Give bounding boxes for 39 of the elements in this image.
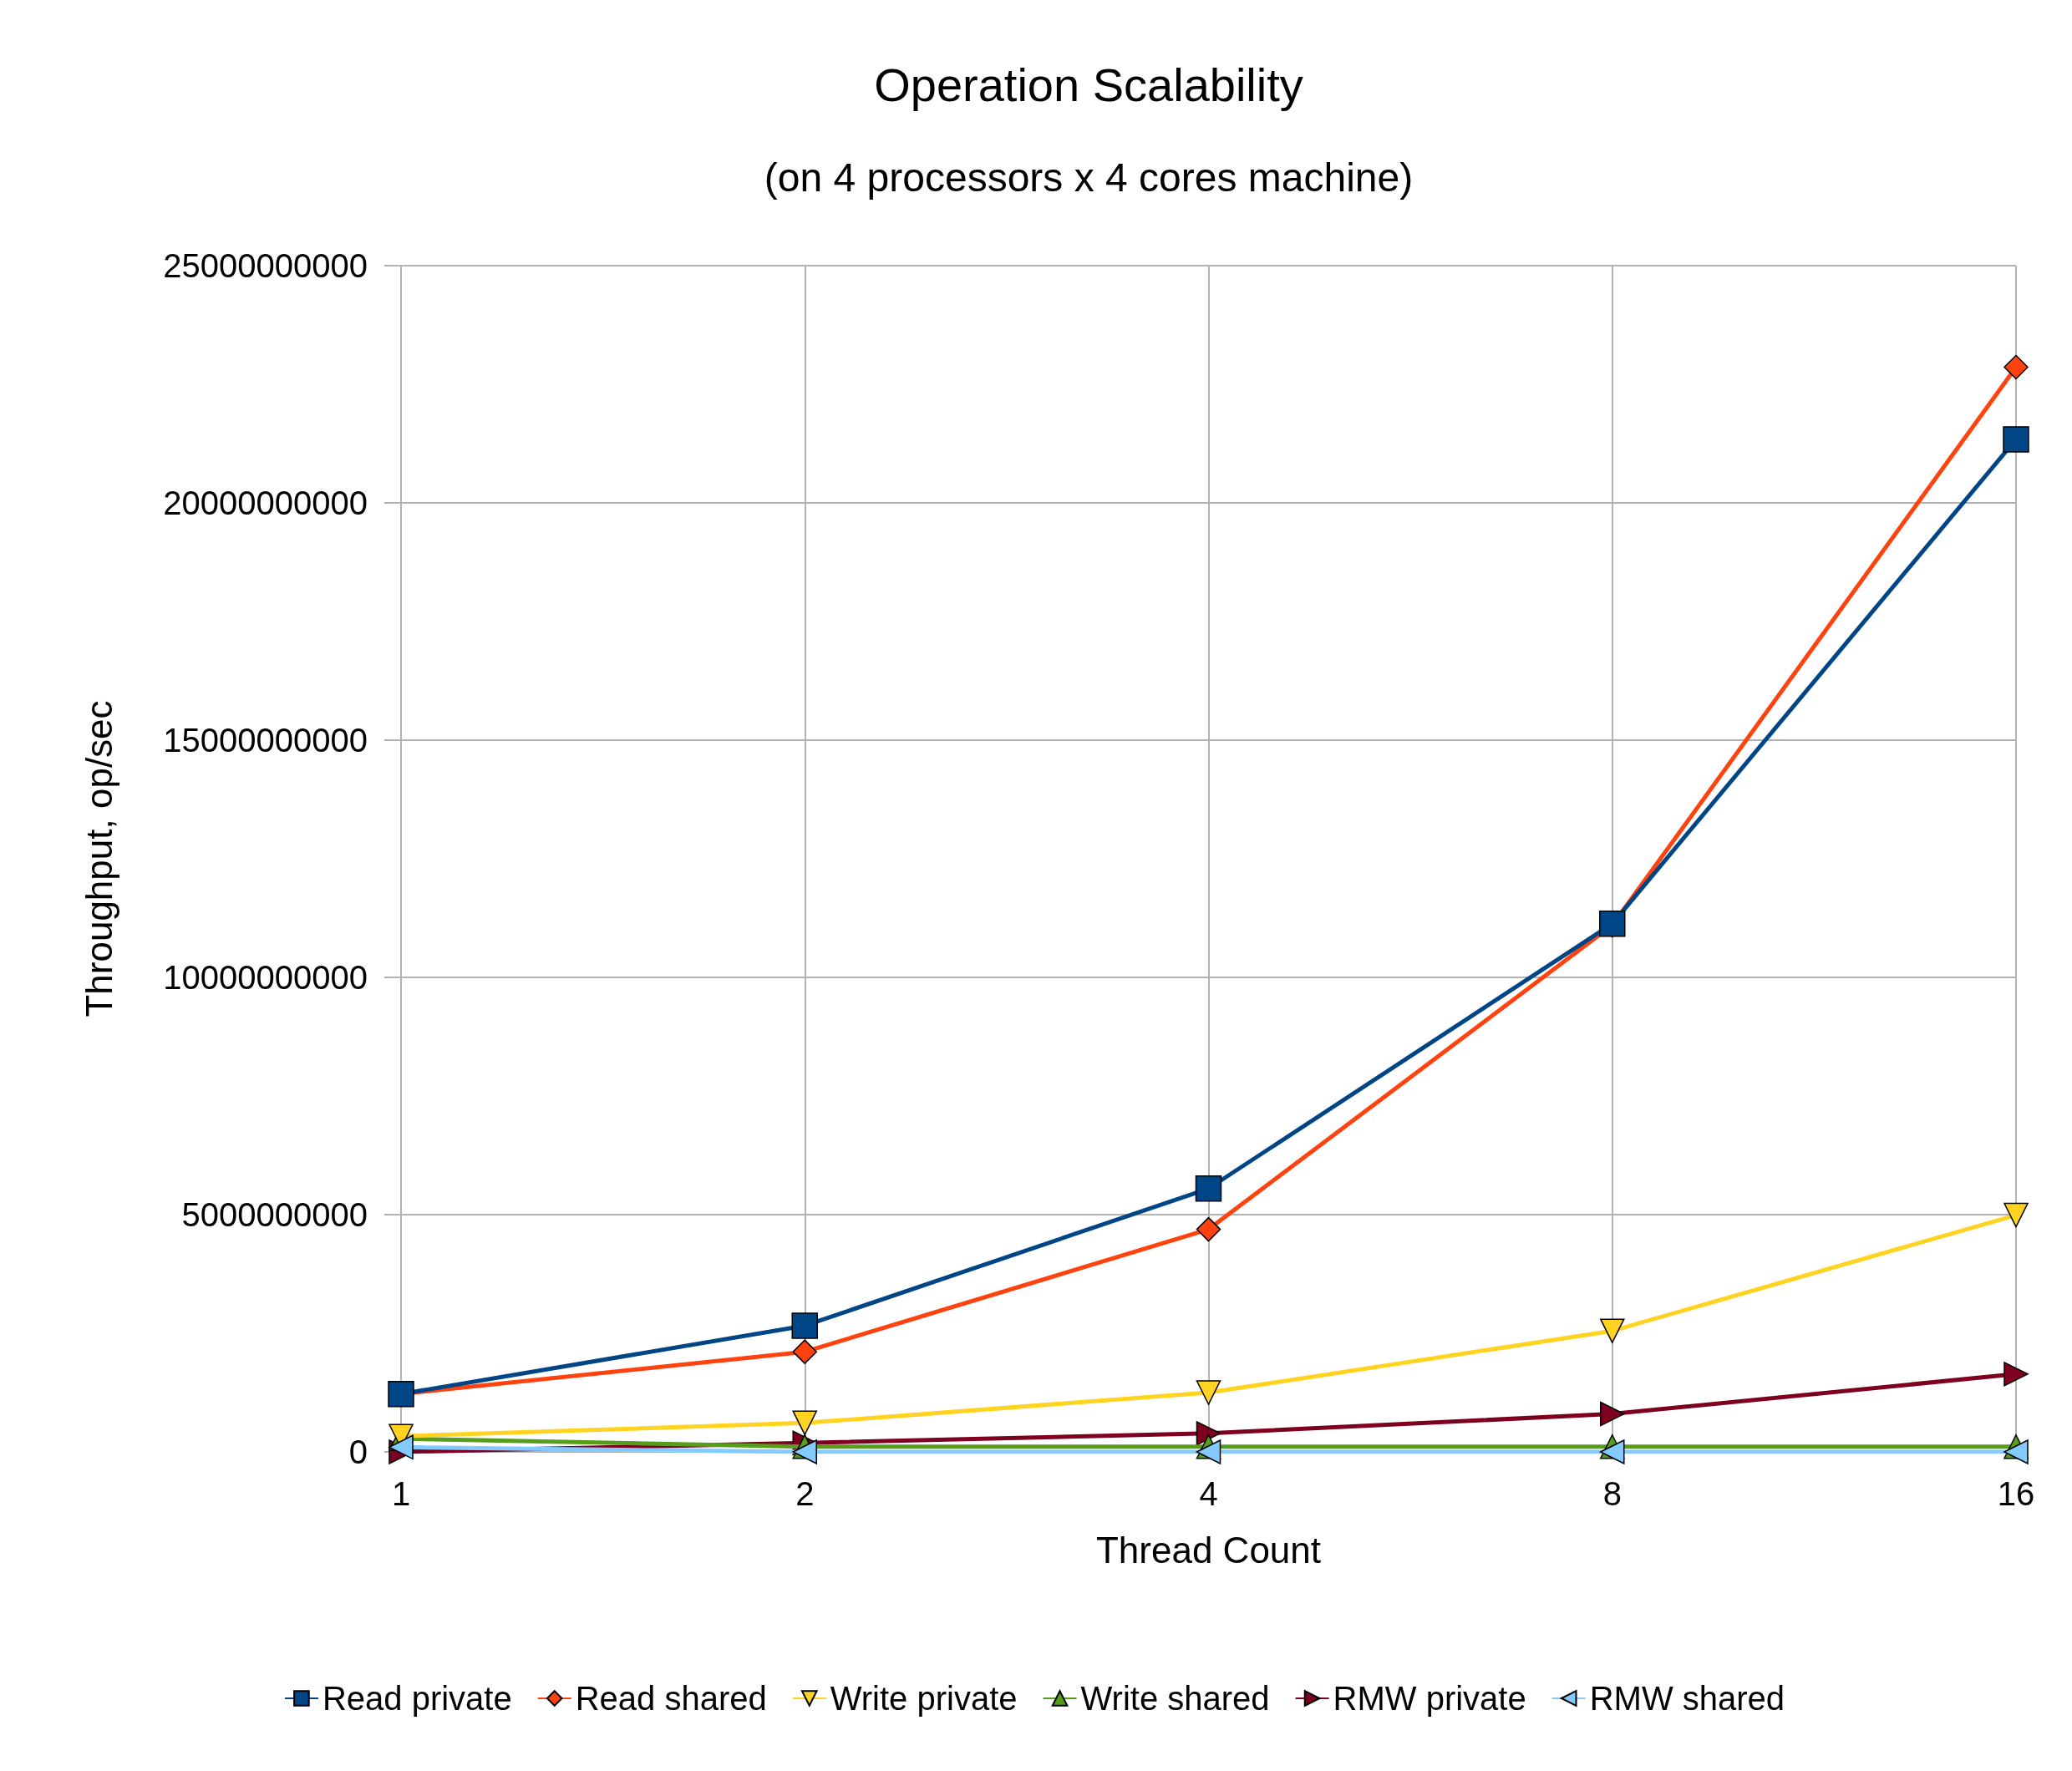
y-tick-label: 20000000000 <box>163 485 368 521</box>
legend-label: RMW private <box>1333 1680 1526 1717</box>
x-tick-label: 4 <box>1199 1475 1218 1512</box>
point <box>1195 1175 1222 1202</box>
legend-label: Read private <box>322 1680 512 1717</box>
point <box>388 1434 414 1460</box>
x-tick-label: 2 <box>795 1475 815 1512</box>
legend-label: Read shared <box>575 1680 767 1717</box>
y-tick-label: 25000000000 <box>163 247 368 284</box>
y-tick-label: 0 <box>348 1434 368 1470</box>
x-tick-label: 8 <box>1602 1475 1622 1512</box>
point <box>1600 1401 1625 1427</box>
point <box>792 1339 817 1364</box>
point <box>1196 1216 1221 1242</box>
point <box>792 1410 817 1436</box>
legend-label: Write shared <box>1080 1680 1270 1717</box>
y-tick-label: 15000000000 <box>163 722 368 759</box>
point <box>1600 1318 1625 1343</box>
point <box>792 1439 817 1464</box>
point <box>2003 1362 2029 1387</box>
y-tick-label: 5000000000 <box>181 1196 368 1233</box>
point <box>1196 1380 1221 1405</box>
point <box>2003 426 2029 453</box>
chart-title: Operation Scalability <box>874 58 1303 111</box>
point <box>1196 1439 1221 1464</box>
point <box>2003 1439 2029 1464</box>
y-axis-title: Throughput, op/sec <box>78 700 119 1017</box>
chart-subtitle: (on 4 processors x 4 cores machine) <box>764 155 1414 200</box>
legend-label: RMW shared <box>1589 1680 1785 1717</box>
point <box>2003 354 2029 380</box>
y-tick-label: 10000000000 <box>163 959 368 996</box>
point <box>791 1312 818 1339</box>
x-tick-label: 1 <box>391 1475 411 1512</box>
point <box>2003 1202 2029 1228</box>
x-axis-title: Thread Count <box>1095 1529 1322 1571</box>
x-tick-label: 16 <box>1997 1475 2035 1512</box>
legend-label: Write private <box>830 1680 1018 1717</box>
point <box>1600 1439 1625 1464</box>
point <box>1196 1421 1221 1446</box>
